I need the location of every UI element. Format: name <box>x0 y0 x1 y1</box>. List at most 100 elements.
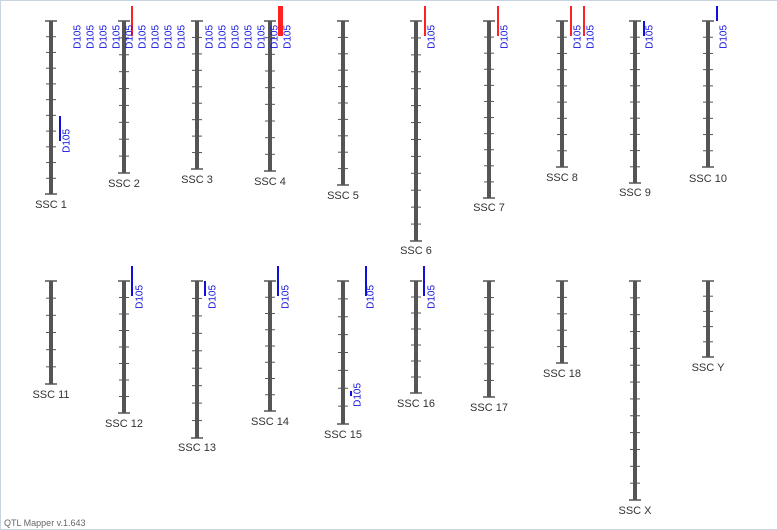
chromosome-bar <box>49 21 53 194</box>
qtl-label: D105 <box>135 285 146 309</box>
chromosome[interactable]: SSC 5 <box>327 20 359 202</box>
chromosome[interactable]: SSC 10 D105 <box>689 6 730 185</box>
qtl-label: D105 <box>719 25 730 49</box>
qtl-bar <box>277 266 279 296</box>
chromosome[interactable]: SSC 15 D105 D105 <box>324 266 377 441</box>
qtl-label: D105 <box>112 25 123 49</box>
chromosome[interactable]: SSC 18 <box>543 280 581 380</box>
qtl-label: D105 <box>353 383 364 407</box>
qtl-bar <box>423 266 425 296</box>
qtl-label: D105 <box>244 25 255 49</box>
chromosome-label: SSC 2 <box>108 178 140 190</box>
qtl-bar <box>643 21 645 36</box>
chromosome[interactable]: SSC X <box>618 280 652 517</box>
chromosome[interactable]: SSC 13 D105 <box>178 280 219 454</box>
chromosome-label: SSC 6 <box>400 245 432 257</box>
qtl-label: D105 <box>231 25 242 49</box>
qtl-bar <box>424 6 426 36</box>
qtl-label: D105 <box>586 25 597 49</box>
chromosome-bar <box>560 21 564 167</box>
qtl-bar <box>365 266 367 296</box>
chromosome-bar <box>706 21 710 167</box>
chromosome-label: SSC 16 <box>397 398 435 410</box>
qtl-bar <box>350 391 352 396</box>
qtl-label: D105 <box>645 25 656 49</box>
chromosome-bar <box>268 21 272 171</box>
chromosome-bar <box>414 21 418 241</box>
chromosome-label: SSC 3 <box>181 174 213 186</box>
chromosome-label: SSC 12 <box>105 418 143 430</box>
qtl-bar <box>570 6 572 36</box>
chromosome-bar <box>195 21 199 169</box>
chromosome-label: SSC 10 <box>689 173 727 185</box>
chromosome-label: SSC 5 <box>327 190 359 202</box>
chromosome-bar <box>195 281 199 438</box>
qtl-bar <box>131 6 133 36</box>
chromosome[interactable]: SSC 8 D105 D105 <box>546 6 597 184</box>
qtl-label: D105 <box>205 25 216 49</box>
qtl-label: D105 <box>151 25 162 49</box>
chromosome-bar <box>487 281 491 397</box>
qtl-bar <box>716 6 718 21</box>
qtl-label: D105 <box>208 285 219 309</box>
chromosome-label: SSC 15 <box>324 429 362 441</box>
qtl-label: D105 <box>218 25 229 49</box>
qtl-label: D105 <box>177 25 188 49</box>
chromosome-bar <box>414 281 418 393</box>
chromosome-label: SSC 4 <box>254 176 286 188</box>
chromosome-label: SSC 7 <box>473 202 505 214</box>
qtl-label: D105 <box>86 25 97 49</box>
chromosome-label: SSC X <box>618 505 652 517</box>
chromosome-label: SSC 1 <box>35 199 67 211</box>
qtl-label: D105 <box>366 285 377 309</box>
chromosome-label: SSC 18 <box>543 368 581 380</box>
chromosome-label: SSC 13 <box>178 442 216 454</box>
chromosome-label: SSC 11 <box>32 389 69 401</box>
qtl-label: D105 <box>99 25 110 49</box>
chromosome-label: SSC Y <box>692 362 725 374</box>
chromosome[interactable]: SSC 16 D105 <box>397 266 438 410</box>
chromosome-bar <box>633 281 637 500</box>
qtl-label: D105 <box>573 25 584 49</box>
qtl-label: D105 <box>164 25 175 49</box>
chromosome[interactable]: SSC 12 D105 <box>105 266 146 430</box>
chromosome-label: SSC 17 <box>470 402 508 414</box>
qtl-bar <box>497 6 499 36</box>
qtl-bar <box>583 6 585 36</box>
qtl-label: D105 <box>283 25 294 49</box>
chromosome[interactable]: SSC 6 D105 <box>400 6 438 257</box>
qtl-label: D105 <box>427 285 438 309</box>
chromosome[interactable]: SSC 7 D105 <box>473 6 511 214</box>
qtl-bar <box>204 281 206 296</box>
chromosome[interactable]: SSC 9 D105 <box>619 20 656 199</box>
qtl-bar <box>131 266 133 296</box>
chromosome[interactable]: SSC Y <box>692 280 725 374</box>
chromosome[interactable]: SSC 11 <box>32 280 70 401</box>
version-label: QTL Mapper v.1.643 <box>4 518 86 528</box>
qtl-label: D105 <box>125 25 136 49</box>
qtl-label: D105 <box>257 25 268 49</box>
chromosome-bar <box>560 281 564 363</box>
chromosome-label: SSC 8 <box>546 172 578 184</box>
qtl-label: D105 <box>270 25 281 49</box>
qtl-label: D105 <box>62 129 73 153</box>
chromosome-bar <box>706 281 710 357</box>
qtl-bar <box>59 116 61 141</box>
chromosome[interactable]: SSC 17 <box>470 280 508 414</box>
chromosome-label: SSC 14 <box>251 416 289 428</box>
qtl-label: D105 <box>427 25 438 49</box>
qtl-label: D105 <box>500 25 511 49</box>
qtl-label: D105 <box>73 25 84 49</box>
qtl-label: D105 <box>281 285 292 309</box>
chromosome-bar <box>122 21 126 173</box>
chromosome[interactable]: SSC 14 D105 <box>251 266 292 428</box>
chromosome-bar <box>487 21 491 198</box>
qtl-bar <box>280 6 283 36</box>
qtl-bar <box>278 6 281 36</box>
